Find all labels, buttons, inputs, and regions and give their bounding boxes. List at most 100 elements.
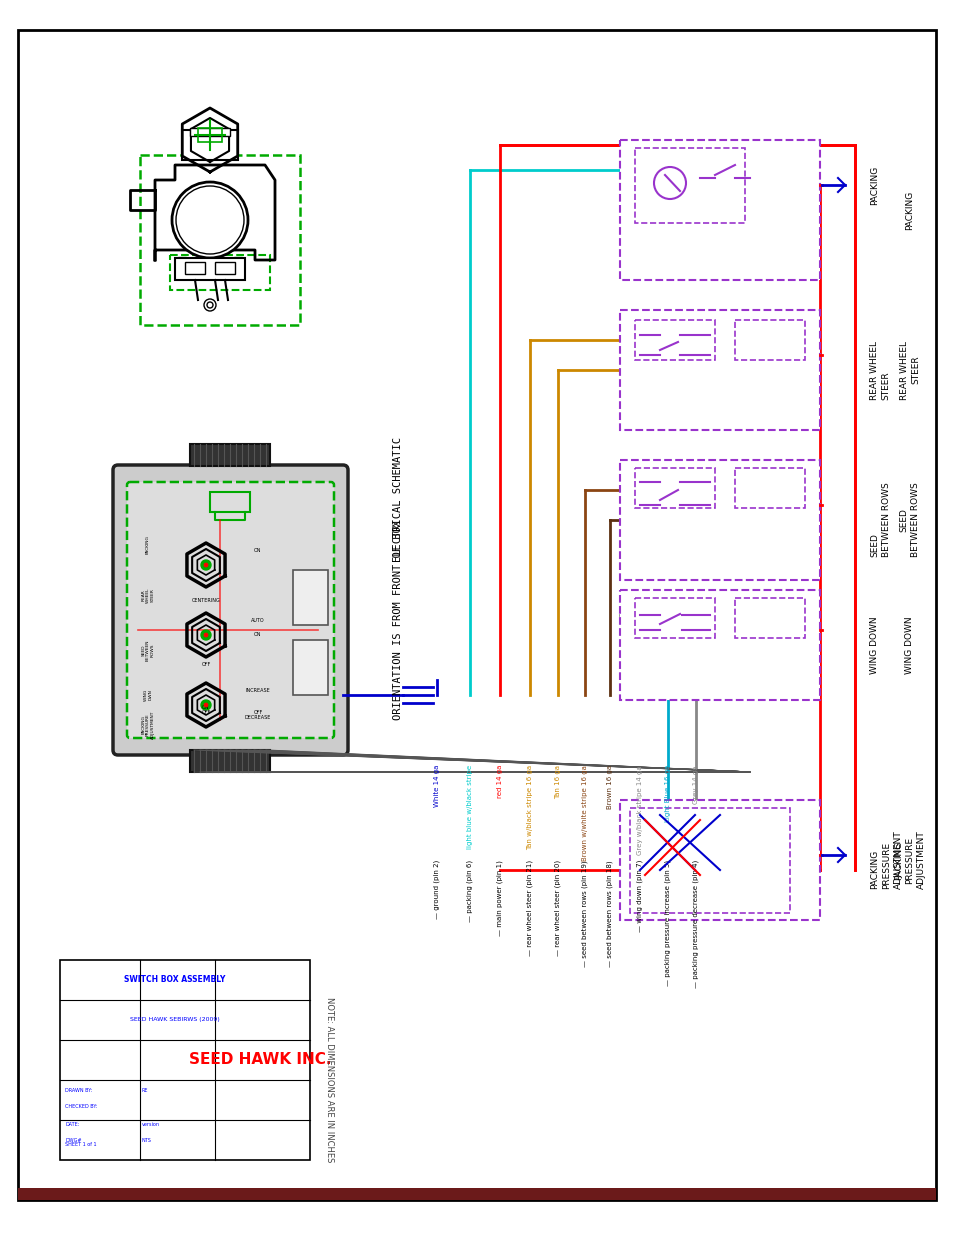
Bar bbox=[734, 320, 804, 359]
Circle shape bbox=[201, 630, 211, 640]
Circle shape bbox=[204, 299, 215, 311]
Text: PACKING: PACKING bbox=[869, 165, 878, 205]
Bar bbox=[213, 257, 222, 263]
Text: — seed between rows (pin 18): — seed between rows (pin 18) bbox=[606, 860, 613, 967]
Text: White 14 ga: White 14 ga bbox=[434, 764, 439, 808]
Text: REAR WHEEL
STEER: REAR WHEEL STEER bbox=[899, 341, 920, 399]
Text: DATE:: DATE: bbox=[65, 1121, 79, 1126]
FancyBboxPatch shape bbox=[127, 482, 334, 739]
Bar bbox=[635, 468, 714, 508]
Text: SEED
BETWEEN
ROWS: SEED BETWEEN ROWS bbox=[141, 640, 154, 661]
Circle shape bbox=[654, 167, 685, 199]
Bar bbox=[734, 468, 804, 508]
Bar bbox=[60, 960, 310, 1160]
Text: light blue w/black stripe: light blue w/black stripe bbox=[467, 764, 473, 850]
Bar bbox=[185, 262, 205, 274]
Bar bbox=[198, 128, 222, 142]
Text: Grey w/black stripe 14 ga: Grey w/black stripe 14 ga bbox=[637, 764, 642, 855]
Bar bbox=[210, 492, 250, 513]
Text: — rear wheel steer (pin 21): — rear wheel steer (pin 21) bbox=[526, 860, 533, 956]
Text: PACKING
PRESSURE
ADJUSTMENT: PACKING PRESSURE ADJUSTMENT bbox=[869, 831, 902, 889]
Text: CENTERING: CENTERING bbox=[192, 598, 220, 603]
Bar bbox=[190, 445, 270, 466]
Text: — packing pressure increase (pin 5): — packing pressure increase (pin 5) bbox=[664, 860, 671, 986]
Text: PACKING: PACKING bbox=[904, 190, 914, 230]
Text: Light Blue 16 ga: Light Blue 16 ga bbox=[664, 764, 670, 823]
Bar bbox=[182, 130, 237, 161]
Text: PACKING: PACKING bbox=[146, 536, 150, 555]
Bar bbox=[170, 254, 270, 290]
Bar bbox=[140, 156, 299, 325]
Text: REAR WHEEL
STEER: REAR WHEEL STEER bbox=[869, 341, 890, 399]
Bar bbox=[635, 320, 714, 359]
Text: — rear wheel steer (pin 20): — rear wheel steer (pin 20) bbox=[554, 860, 560, 956]
Text: Tan 16 ga: Tan 16 ga bbox=[555, 764, 560, 799]
Text: Brown w/white stripe 16 ga: Brown w/white stripe 16 ga bbox=[581, 764, 587, 861]
Bar bbox=[619, 310, 820, 430]
Text: DRAWN BY:: DRAWN BY: bbox=[65, 1088, 92, 1093]
Text: — packing pressure decrease (pin 4): — packing pressure decrease (pin 4) bbox=[692, 860, 699, 988]
Circle shape bbox=[204, 703, 208, 706]
Text: CHECKED BY:: CHECKED BY: bbox=[65, 1104, 97, 1109]
Bar bbox=[734, 598, 804, 638]
Text: INCREASE: INCREASE bbox=[245, 688, 270, 693]
Text: WING DOWN: WING DOWN bbox=[869, 616, 878, 674]
Bar bbox=[635, 598, 714, 638]
Bar bbox=[18, 1188, 935, 1200]
Text: ON: ON bbox=[254, 632, 261, 637]
Text: SEED
BETWEEN ROWS: SEED BETWEEN ROWS bbox=[869, 483, 890, 557]
Circle shape bbox=[204, 563, 208, 567]
Text: — packing (pin 6): — packing (pin 6) bbox=[466, 860, 473, 923]
Bar bbox=[619, 590, 820, 700]
Text: ON: ON bbox=[254, 547, 261, 552]
Text: PACKING
PRESSURE
ADJUSTMENT: PACKING PRESSURE ADJUSTMENT bbox=[141, 711, 154, 740]
Circle shape bbox=[201, 559, 211, 571]
Bar bbox=[635, 148, 744, 224]
Text: ON
OFF: ON OFF bbox=[201, 705, 211, 715]
Circle shape bbox=[172, 182, 248, 258]
Bar bbox=[233, 257, 242, 263]
Bar bbox=[619, 800, 820, 920]
Text: — ground (pin 2): — ground (pin 2) bbox=[434, 860, 439, 919]
Bar bbox=[619, 459, 820, 580]
Text: — seed between rows (pin 19): — seed between rows (pin 19) bbox=[581, 860, 588, 967]
Text: SEED HAWK INC.: SEED HAWK INC. bbox=[189, 1052, 331, 1067]
Bar bbox=[195, 257, 204, 263]
Text: OFF
DECREASE: OFF DECREASE bbox=[245, 710, 271, 720]
FancyBboxPatch shape bbox=[112, 466, 348, 755]
Text: ORIENTATION IS FROM FRONT OF BOX: ORIENTATION IS FROM FRONT OF BOX bbox=[393, 520, 402, 720]
Bar bbox=[619, 140, 820, 280]
Text: RE: RE bbox=[142, 1088, 149, 1093]
Bar bbox=[293, 571, 328, 625]
Text: SEED
BETWEEN ROWS: SEED BETWEEN ROWS bbox=[899, 483, 920, 557]
Circle shape bbox=[175, 186, 244, 254]
Text: Brown 16 ga: Brown 16 ga bbox=[606, 764, 613, 809]
Text: — main power (pin 1): — main power (pin 1) bbox=[497, 860, 503, 936]
Circle shape bbox=[201, 700, 211, 710]
Text: Tan w/black stripe 16 ga: Tan w/black stripe 16 ga bbox=[526, 764, 533, 850]
Text: version: version bbox=[142, 1121, 160, 1126]
Text: ELECTRICAL SCHEMATIC: ELECTRICAL SCHEMATIC bbox=[393, 437, 402, 562]
Text: AUTO: AUTO bbox=[251, 618, 265, 622]
Text: SHEET 1 of 1: SHEET 1 of 1 bbox=[65, 1142, 96, 1147]
Bar bbox=[293, 640, 328, 695]
Circle shape bbox=[204, 634, 208, 637]
Text: PACKING
PRESSURE
ADJUSTMENT: PACKING PRESSURE ADJUSTMENT bbox=[893, 831, 925, 889]
Text: NOTE: ALL DIMENSIONS ARE IN INCHES: NOTE: ALL DIMENSIONS ARE IN INCHES bbox=[325, 998, 335, 1162]
Bar bbox=[174, 258, 245, 280]
Text: OFF: OFF bbox=[201, 662, 211, 667]
Bar bbox=[190, 128, 230, 136]
Text: WING
DWN: WING DWN bbox=[144, 689, 152, 701]
Text: Grey 14 ga: Grey 14 ga bbox=[692, 764, 699, 804]
Bar bbox=[629, 808, 789, 913]
Bar bbox=[190, 750, 270, 772]
Text: — wing down (pin 7): — wing down (pin 7) bbox=[636, 860, 642, 932]
Text: SEED HAWK SEBIRWS (2009): SEED HAWK SEBIRWS (2009) bbox=[130, 1018, 219, 1023]
Circle shape bbox=[207, 303, 213, 308]
Bar bbox=[178, 257, 186, 263]
Text: red 14 ga: red 14 ga bbox=[497, 764, 502, 798]
Text: WING DOWN: WING DOWN bbox=[904, 616, 914, 674]
Bar bbox=[214, 262, 234, 274]
Text: SWITCH BOX ASSEMBLY: SWITCH BOX ASSEMBLY bbox=[124, 976, 226, 984]
Text: NTS: NTS bbox=[142, 1139, 152, 1144]
